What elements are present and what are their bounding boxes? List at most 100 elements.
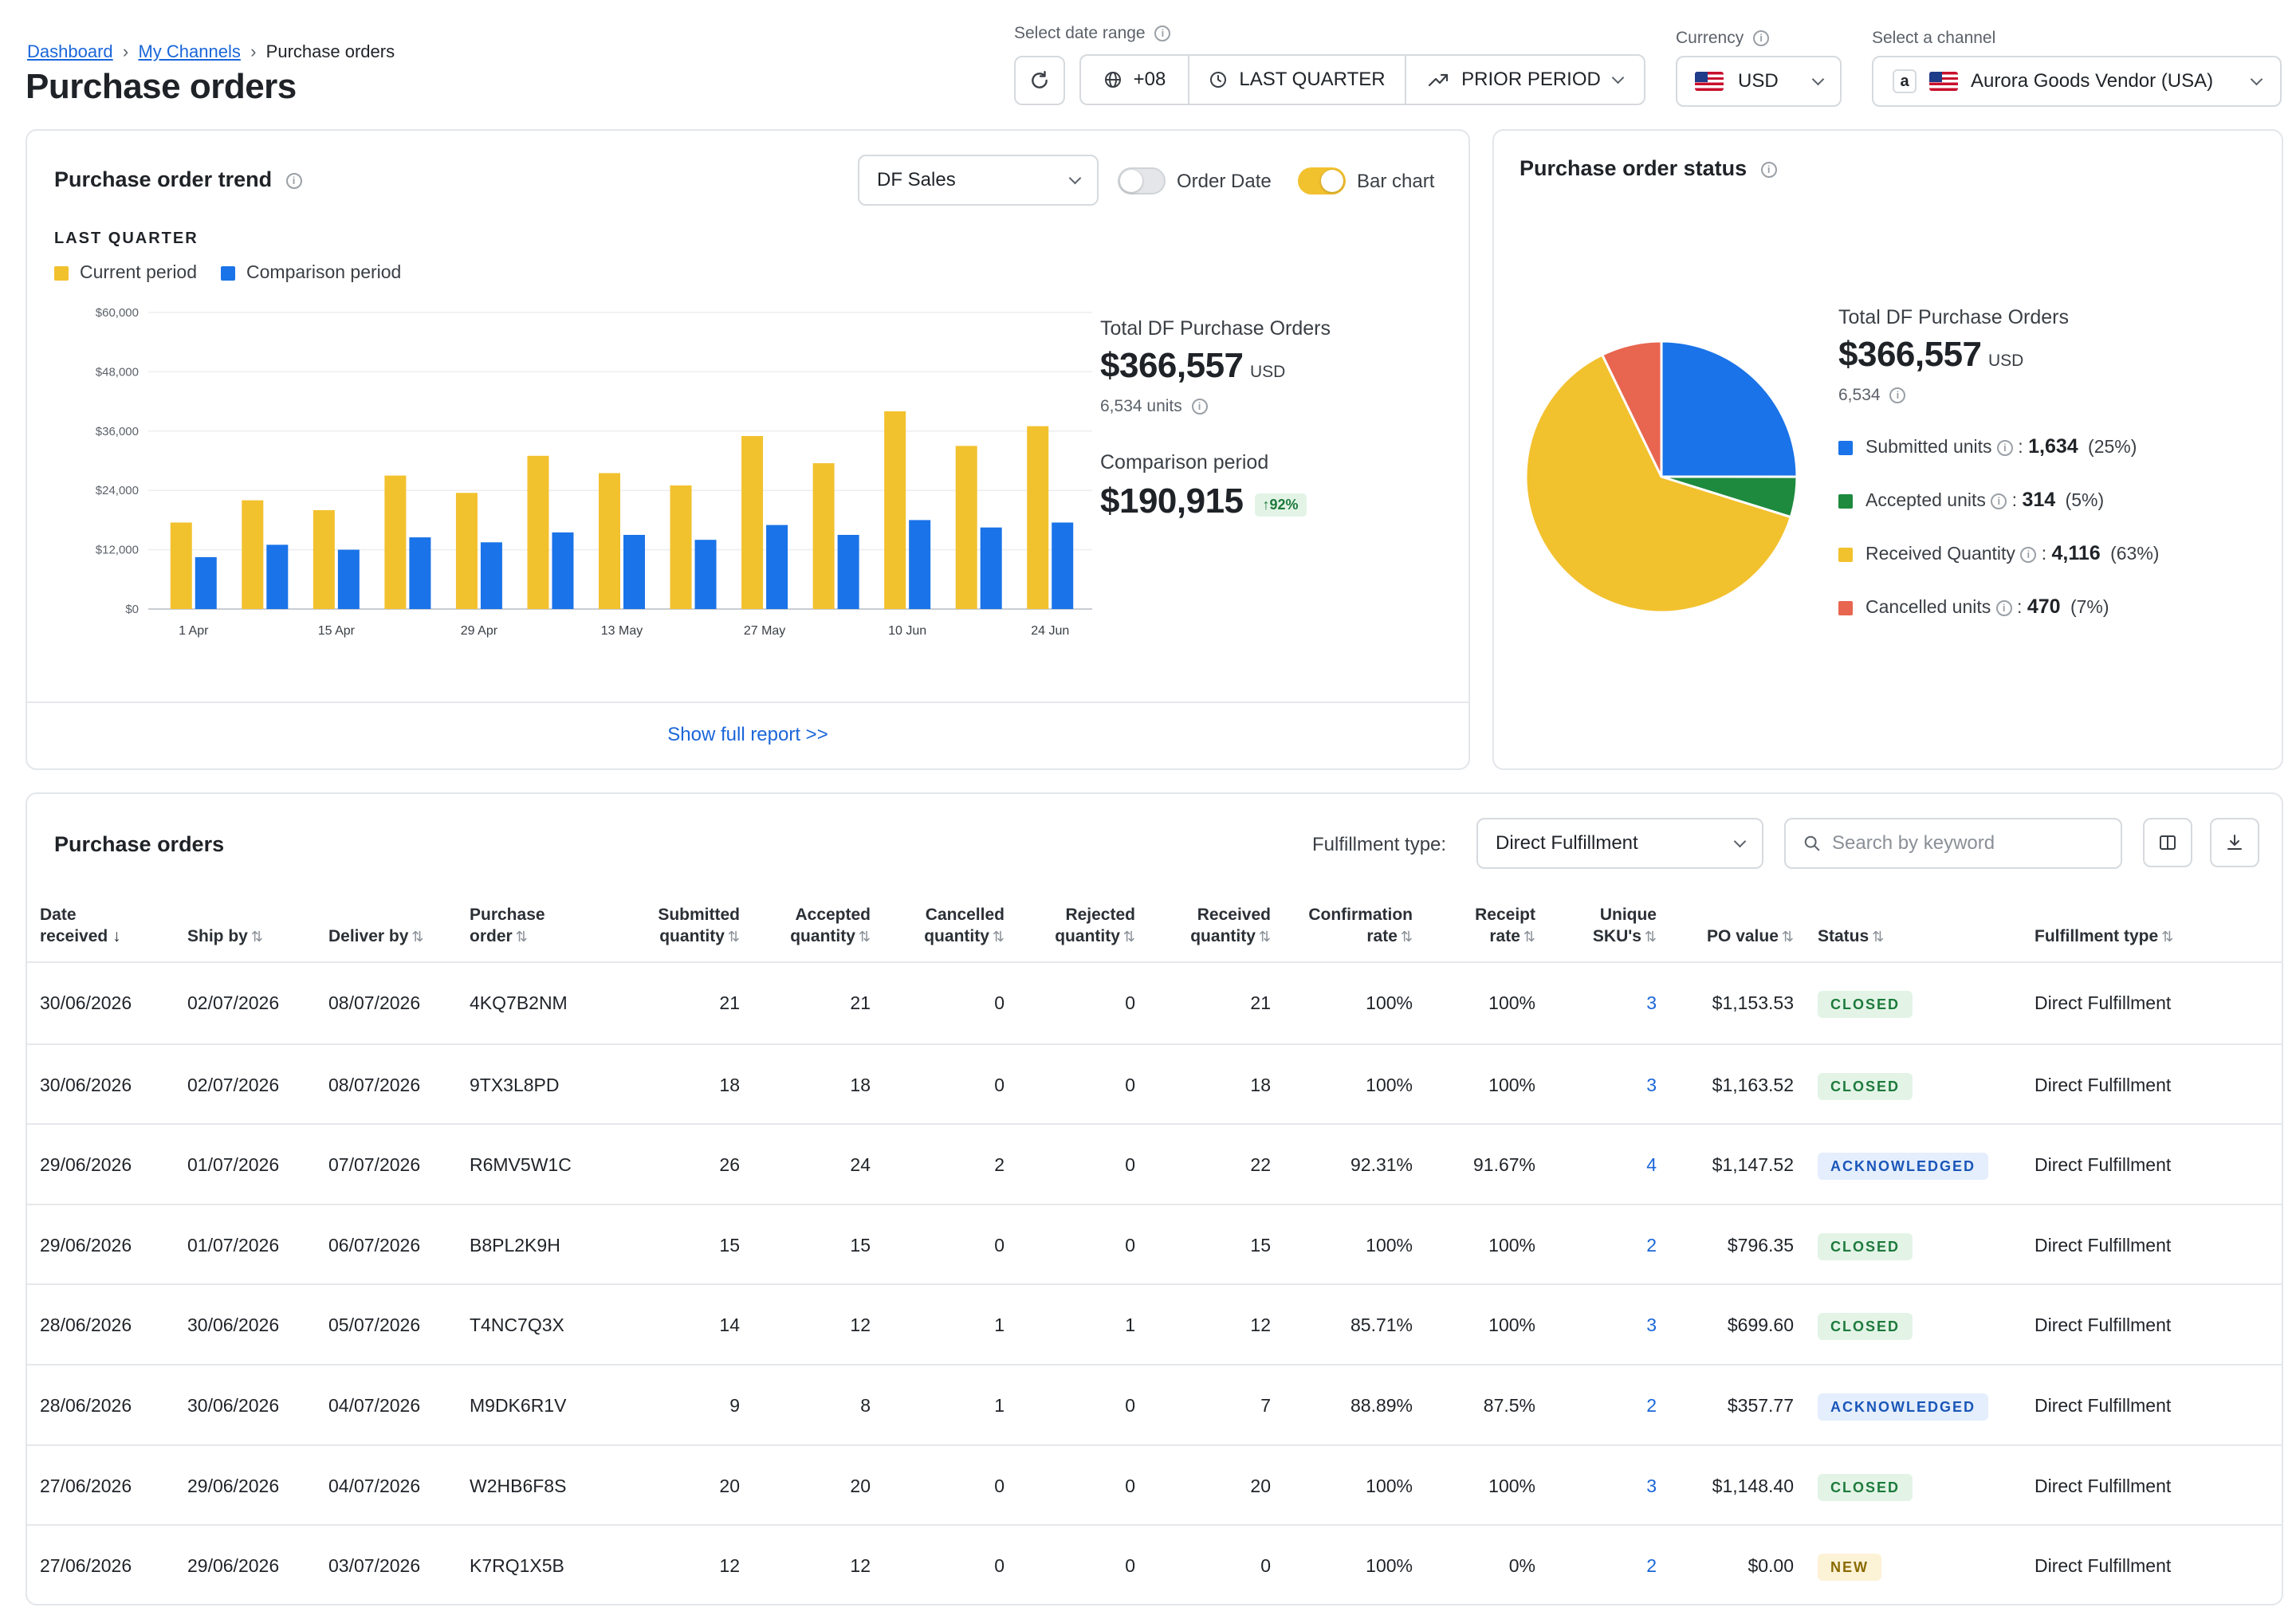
bar-comparison-period[interactable] [623,535,645,609]
bar-current-period[interactable] [384,475,407,609]
column-header[interactable]: Date received ↓ [40,904,175,947]
bar-current-period[interactable] [884,411,906,609]
period-button[interactable]: LAST QUARTER [1189,56,1406,104]
channel-select[interactable]: a Aurora Goods Vendor (USA) [1872,56,2282,107]
bar-comparison-period[interactable] [195,556,217,609]
bar-current-period[interactable] [670,485,692,609]
info-icon[interactable]: i [1996,439,2013,456]
bar-current-period[interactable] [955,446,977,609]
columns-button[interactable] [2143,818,2192,867]
metric-select[interactable]: DF Sales [858,155,1099,206]
column-header[interactable]: Cancelled quantity ⇅ [883,904,1005,948]
breadcrumb-my-channels-link[interactable]: My Channels [138,41,241,61]
column-header[interactable]: Receipt rate ⇅ [1419,904,1535,948]
timezone-button[interactable]: +08 [1081,56,1189,104]
currency-select[interactable]: USD [1676,56,1842,107]
info-icon[interactable]: i [1191,399,1208,415]
table-row[interactable]: 30/06/2026 02/07/2026 08/07/2026 4KQ7B2NM 21… [27,963,2283,1043]
sort-icon[interactable]: ⇅ [515,929,528,945]
bar-comparison-period[interactable] [980,527,1002,609]
table-row[interactable]: 30/06/2026 02/07/2026 08/07/2026 9TX3L8PD 18… [27,1043,2283,1123]
column-header[interactable]: Confirmation rate ⇅ [1285,904,1413,948]
info-icon[interactable]: i [1760,161,1777,178]
table-row[interactable]: 29/06/2026 01/07/2026 06/07/2026 B8PL2K9H 15… [27,1203,2283,1283]
bar-comparison-period[interactable] [837,535,859,609]
column-header[interactable]: Fulfillment type ⇅ [2035,925,2274,948]
bar-comparison-period[interactable] [1052,522,1074,610]
bar-comparison-period[interactable] [266,544,289,609]
unique-skus-link[interactable]: 3 [1646,992,1657,1013]
info-icon[interactable]: i [1991,493,2007,509]
bar-current-period[interactable] [455,493,478,609]
sort-icon[interactable]: ⇅ [992,929,1005,945]
bar-current-period[interactable] [242,500,264,609]
column-header[interactable]: PO value ⇅ [1666,925,1794,948]
bar-comparison-period[interactable] [766,525,788,609]
column-header[interactable]: Submitted quantity ⇅ [603,904,740,948]
comparison-select[interactable]: PRIOR PERIOD [1406,56,1644,104]
info-icon[interactable]: i [1753,30,1770,47]
table-row[interactable]: 28/06/2026 30/06/2026 05/07/2026 T4NC7Q3X 14… [27,1283,2283,1363]
table-row[interactable]: 28/06/2026 30/06/2026 04/07/2026 M9DK6R1V 9 8… [27,1364,2283,1444]
unique-skus-link[interactable]: 2 [1646,1395,1657,1416]
sort-icon[interactable]: ⇅ [1781,929,1794,945]
unique-skus-link[interactable]: 3 [1646,1074,1657,1095]
bar-current-period[interactable] [741,436,764,609]
bar-current-period[interactable] [170,522,192,610]
bar-current-period[interactable] [599,473,620,610]
sort-icon[interactable]: ⇅ [250,929,263,945]
sort-icon[interactable]: ⇅ [727,929,740,945]
info-icon[interactable]: i [1154,26,1171,42]
refresh-button[interactable] [1014,56,1065,105]
fulfillment-type-select[interactable]: Direct Fulfillment [1476,818,1763,869]
breadcrumb-dashboard-link[interactable]: Dashboard [27,41,113,61]
sort-icon[interactable]: ⇅ [1122,929,1135,945]
sort-icon[interactable]: ⇅ [1644,929,1657,945]
sort-icon[interactable]: ⇅ [1400,929,1413,945]
download-button[interactable] [2210,818,2259,867]
unique-skus-link[interactable]: 4 [1646,1154,1657,1176]
column-header[interactable]: Purchase order ⇅ [470,904,589,948]
bar-comparison-period[interactable] [480,542,502,609]
sort-icon[interactable]: ⇅ [858,929,871,945]
bar-current-period[interactable] [812,463,835,609]
show-full-report-link[interactable]: Show full report >> [667,724,828,745]
order-date-toggle[interactable] [1118,167,1166,195]
pie-slice[interactable] [1660,340,1799,478]
table-row[interactable]: 27/06/2026 29/06/2026 04/07/2026 W2HB6F8S 20… [27,1444,2283,1524]
bar-comparison-period[interactable] [909,520,931,609]
sort-icon[interactable]: ⇅ [1258,929,1271,945]
column-header[interactable]: Accepted quantity ⇅ [749,904,871,948]
table-row[interactable]: 29/06/2026 01/07/2026 07/07/2026 R6MV5W1C 26… [27,1123,2283,1203]
table-row[interactable]: 27/06/2026 29/06/2026 03/07/2026 K7RQ1X5B 12… [27,1524,2283,1604]
bar-current-period[interactable] [527,455,549,609]
column-header[interactable]: Rejected quantity ⇅ [1014,904,1135,948]
sort-icon[interactable]: ⇅ [1523,929,1535,945]
unique-skus-link[interactable]: 3 [1646,1475,1657,1496]
bar-comparison-period[interactable] [337,549,360,609]
unique-skus-link[interactable]: 3 [1646,1315,1657,1336]
bar-comparison-period[interactable] [552,532,574,609]
column-header[interactable]: Deliver by ⇅ [328,925,448,948]
unique-skus-link[interactable]: 2 [1646,1234,1657,1256]
bar-current-period[interactable] [1027,426,1049,609]
bar-comparison-period[interactable] [694,540,717,609]
sort-icon[interactable]: ⇅ [2161,929,2174,945]
info-icon[interactable]: i [2020,546,2037,563]
info-icon[interactable]: i [1889,387,1906,404]
bar-current-period[interactable] [313,510,335,609]
search-input[interactable]: Search by keyword [1784,818,2122,869]
sort-icon[interactable]: ⇅ [411,929,424,945]
pie-slice[interactable] [1524,353,1793,614]
column-header[interactable]: Status ⇅ [1818,925,2009,948]
column-header[interactable]: Ship by ⇅ [187,925,307,948]
bar-comparison-period[interactable] [409,537,431,609]
info-icon[interactable]: i [1995,599,2012,616]
pie-slice[interactable] [1600,340,1663,477]
bar-chart-toggle[interactable] [1298,167,1346,195]
sort-icon[interactable]: ⇅ [1872,929,1885,945]
column-header[interactable]: Received quantity ⇅ [1143,904,1271,948]
info-icon[interactable]: i [285,172,302,189]
unique-skus-link[interactable]: 2 [1646,1555,1657,1577]
column-header[interactable]: Unique SKU's ⇅ [1547,904,1657,948]
